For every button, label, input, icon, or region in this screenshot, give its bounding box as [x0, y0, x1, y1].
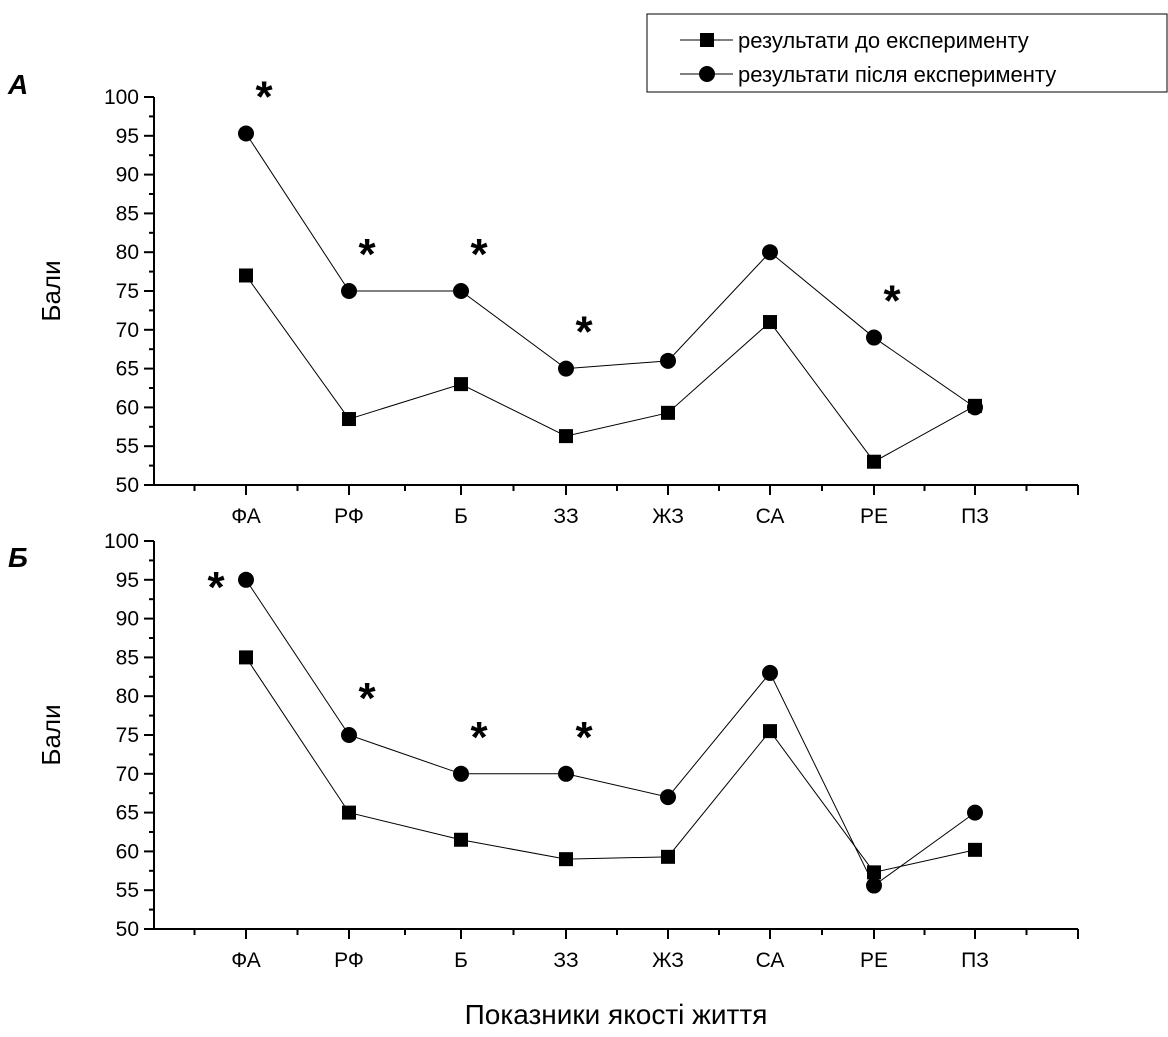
data-point-after	[341, 727, 357, 743]
x-tick-label: РФ	[334, 505, 364, 528]
x-tick-label: РЕ	[860, 505, 888, 528]
data-point-after	[558, 765, 574, 782]
y-tick-label: 70	[116, 763, 139, 786]
series-line-after	[245, 133, 976, 408]
data-point-after	[558, 360, 574, 377]
data-point-after	[866, 329, 882, 346]
x-tick-label: РЕ	[860, 949, 888, 972]
series-line-before	[245, 275, 976, 463]
y-tick-label: 80	[116, 241, 139, 264]
data-point-before	[559, 429, 573, 444]
y-tick-label: 95	[116, 125, 139, 148]
y-tick-label: 50	[116, 918, 139, 941]
data-point-after	[453, 283, 469, 299]
x-axis-title: Показники якості життя	[465, 999, 768, 1030]
data-point-after	[762, 664, 778, 681]
panel-a: А Бали 50 55 60 65 70 75 80 85 90 95 100 ФА РФ Б ЗЗ ЖЗ СА Р…	[7, 69, 1079, 528]
x-tick-label: ЗЗ	[553, 505, 578, 528]
x-tick-label: СА	[756, 949, 785, 972]
data-point-before	[968, 842, 982, 857]
x-tick-label: ФА	[231, 505, 261, 528]
significance-marker: *	[575, 713, 593, 762]
data-point-before	[661, 405, 675, 420]
panel-b: Б Бали 50 55 60 65 70 75 80 85 90 95 100 ФА РФ Б ЗЗ ЖЗ СА Р…	[8, 530, 1079, 972]
data-point-after	[341, 283, 357, 299]
y-axis-title: Бали	[36, 704, 66, 765]
x-tick-label: ПЗ	[961, 949, 989, 972]
data-point-after	[660, 789, 676, 806]
x-tick-label: ЗЗ	[553, 949, 578, 972]
y-tick-label: 90	[116, 608, 139, 631]
data-point-before	[763, 724, 777, 739]
data-point-before	[559, 852, 573, 867]
y-tick-label: 55	[116, 435, 139, 458]
significance-marker: *	[358, 674, 376, 723]
data-point-after	[967, 804, 983, 821]
y-tick-label: 60	[116, 840, 139, 863]
x-tick-label: ЖЗ	[652, 505, 684, 528]
y-tick-label: 60	[116, 396, 139, 419]
x-tick-label: РФ	[334, 949, 364, 972]
panel-label: Б	[8, 542, 28, 573]
series-line-before	[245, 657, 976, 873]
data-point-before	[239, 650, 253, 665]
legend: результати до експерименту результати пі…	[646, 13, 1168, 93]
data-point-before	[867, 865, 881, 880]
y-tick-label: 80	[116, 685, 139, 708]
significance-marker: *	[207, 563, 225, 612]
significance-marker: *	[255, 72, 273, 121]
y-tick-label: 65	[116, 358, 139, 381]
y-axis-title: Бали	[36, 260, 66, 321]
data-point-before	[239, 268, 253, 283]
data-point-before	[454, 832, 468, 847]
y-tick-label: 85	[116, 202, 139, 225]
x-tick-label: СА	[756, 505, 785, 528]
y-tick-label: 100	[104, 530, 139, 553]
legend-marker-circle	[699, 66, 715, 82]
significance-marker: *	[470, 713, 488, 762]
data-point-before	[661, 849, 675, 864]
legend-label-after: результати після експерименту	[738, 62, 1056, 87]
series-line-after	[245, 579, 976, 887]
y-tick-label: 65	[116, 802, 139, 825]
y-tick-label: 55	[116, 879, 139, 902]
y-tick-label: 75	[116, 724, 139, 747]
y-tick-label: 100	[104, 86, 139, 109]
data-point-after	[866, 877, 882, 894]
x-tick-label: ЖЗ	[652, 949, 684, 972]
x-tick-label: ФА	[231, 949, 261, 972]
significance-marker: *	[470, 230, 488, 279]
y-tick-label: 85	[116, 646, 139, 669]
legend-label-before: результати до експерименту	[738, 28, 1029, 53]
significance-marker: *	[575, 308, 593, 357]
data-point-after	[762, 244, 778, 261]
significance-marker: *	[883, 277, 901, 326]
panel-label: А	[7, 69, 28, 100]
x-tick-label: ПЗ	[961, 505, 989, 528]
data-point-before	[867, 454, 881, 469]
data-point-after	[967, 399, 983, 416]
legend-marker-square	[700, 33, 714, 47]
y-tick-label: 50	[116, 474, 139, 497]
y-tick-label: 95	[116, 569, 139, 592]
y-tick-label: 75	[116, 280, 139, 303]
data-point-before	[342, 805, 356, 820]
data-point-before	[342, 412, 356, 427]
data-point-after	[660, 352, 676, 369]
data-point-after	[238, 571, 254, 588]
legend-box	[646, 13, 1168, 93]
x-tick-label: Б	[454, 949, 468, 972]
data-point-before	[763, 315, 777, 330]
data-point-after	[453, 765, 469, 782]
significance-marker: *	[358, 230, 376, 279]
x-tick-label: Б	[454, 505, 468, 528]
data-point-before	[454, 377, 468, 392]
data-point-after	[238, 125, 254, 142]
y-tick-label: 70	[116, 319, 139, 342]
y-tick-label: 90	[116, 164, 139, 187]
